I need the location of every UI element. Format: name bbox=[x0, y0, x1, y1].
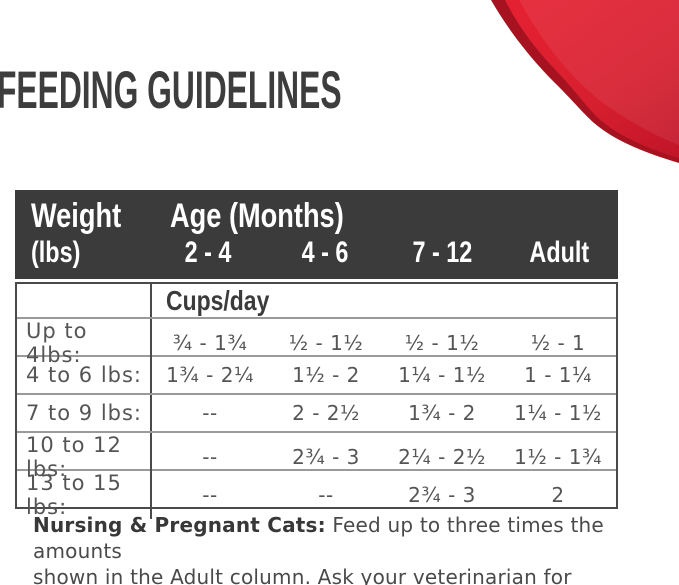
age-column-2-4-label: 2 - 4 bbox=[185, 236, 232, 269]
value-cell: 1¾ - 2¼ bbox=[166, 363, 254, 387]
age-column-7-12-label: 7 - 12 bbox=[412, 236, 473, 269]
value-cell: -- bbox=[202, 445, 218, 469]
weight-cell: 4 to 6 lbs: bbox=[17, 357, 152, 393]
table-body: Cups/day Up to 4lbs: ¾ - 1¾ ½ - 1½ ½ - 1… bbox=[15, 282, 618, 519]
value-cell: 2¾ - 3 bbox=[408, 483, 476, 507]
value-cell: ¾ - 1¾ bbox=[172, 331, 248, 355]
value-cell: 1¼ - 1½ bbox=[398, 363, 486, 387]
table-header: Weight Age (Months) (lbs) 2 - 4 4 - 6 7 … bbox=[15, 190, 618, 279]
value-cell: -- bbox=[318, 483, 334, 507]
value-cell: 1½ - 2 bbox=[292, 363, 360, 387]
table-header-row-1: Weight Age (Months) bbox=[15, 196, 618, 236]
value-cell: 1½ - 1¾ bbox=[514, 445, 602, 469]
value-cell: 1¼ - 1½ bbox=[514, 401, 602, 425]
age-months-header-cell: Age (Months) bbox=[150, 197, 618, 236]
swoosh-highlight bbox=[519, 0, 679, 145]
nursing-pregnant-footnote: Nursing & Pregnant Cats: Feed up to thre… bbox=[33, 512, 638, 585]
table-row: 4 to 6 lbs: 1¾ - 2¼ 1½ - 2 1¼ - 1½ 1 - 1… bbox=[17, 357, 616, 395]
table-row: Up to 4lbs: ¾ - 1¾ ½ - 1½ ½ - 1½ ½ - 1 bbox=[17, 319, 616, 367]
units-row: Cups/day bbox=[17, 284, 616, 319]
red-swoosh-decoration bbox=[491, 0, 679, 163]
units-label: Cups/day bbox=[166, 284, 270, 316]
footnote-line-1: Nursing & Pregnant Cats: Feed up to thre… bbox=[33, 512, 638, 564]
value-cell: ½ - 1½ bbox=[288, 331, 364, 355]
weight-header-label: Weight bbox=[31, 196, 122, 235]
weight-unit-cell: (lbs) bbox=[15, 236, 150, 270]
weight-unit-label: (lbs) bbox=[31, 236, 81, 269]
weight-cell: 13 to 15 lbs: bbox=[17, 471, 152, 519]
age-column-4-6: 4 - 6 bbox=[267, 236, 384, 270]
page-title: FEEDING GUIDELINES bbox=[0, 61, 342, 120]
value-cell: -- bbox=[202, 483, 218, 507]
table-row: 13 to 15 lbs: -- -- 2¾ - 3 2 bbox=[17, 471, 616, 519]
weight-header-cell: Weight bbox=[15, 197, 150, 236]
age-months-header-label: Age (Months) bbox=[170, 196, 344, 235]
value-cell: 2 - 2½ bbox=[292, 401, 360, 425]
footnote-bold-label: Nursing & Pregnant Cats: bbox=[33, 513, 326, 537]
value-cell: 1¾ - 2 bbox=[408, 401, 476, 425]
age-column-4-6-label: 4 - 6 bbox=[302, 236, 349, 269]
age-column-adult-label: Adult bbox=[529, 236, 590, 269]
footnote-line-1-text: Feed up to three times the amounts bbox=[33, 513, 604, 563]
age-column-7-12: 7 - 12 bbox=[384, 236, 501, 270]
weight-cell: Up to 4lbs: bbox=[17, 319, 152, 367]
age-column-2-4: 2 - 4 bbox=[150, 236, 267, 270]
table-row: 7 to 9 lbs: -- 2 - 2½ 1¾ - 2 1¼ - 1½ bbox=[17, 395, 616, 433]
table-header-row-2: (lbs) 2 - 4 4 - 6 7 - 12 Adult bbox=[15, 236, 618, 270]
footnote-line-2: shown in the Adult column. Ask your vete… bbox=[33, 565, 572, 585]
table-row: 10 to 12 lbs: -- 2¾ - 3 2¼ - 2½ 1½ - 1¾ bbox=[17, 433, 616, 481]
value-cell: 1 - 1¼ bbox=[524, 363, 592, 387]
units-row-empty-cell bbox=[17, 284, 152, 317]
value-cell: 2¾ - 3 bbox=[292, 445, 360, 469]
value-cell: 2¼ - 2½ bbox=[398, 445, 486, 469]
swoosh-main bbox=[505, 0, 679, 158]
value-cell: ½ - 1½ bbox=[404, 331, 480, 355]
feeding-table: Weight Age (Months) (lbs) 2 - 4 4 - 6 7 … bbox=[15, 190, 618, 519]
value-cell: 2 bbox=[551, 483, 565, 507]
weight-cell: 10 to 12 lbs: bbox=[17, 433, 152, 481]
units-cell: Cups/day bbox=[152, 285, 616, 317]
age-column-adult: Adult bbox=[501, 236, 618, 270]
value-cell: ½ - 1 bbox=[530, 331, 586, 355]
value-cell: -- bbox=[202, 401, 218, 425]
weight-cell: 7 to 9 lbs: bbox=[17, 395, 152, 431]
